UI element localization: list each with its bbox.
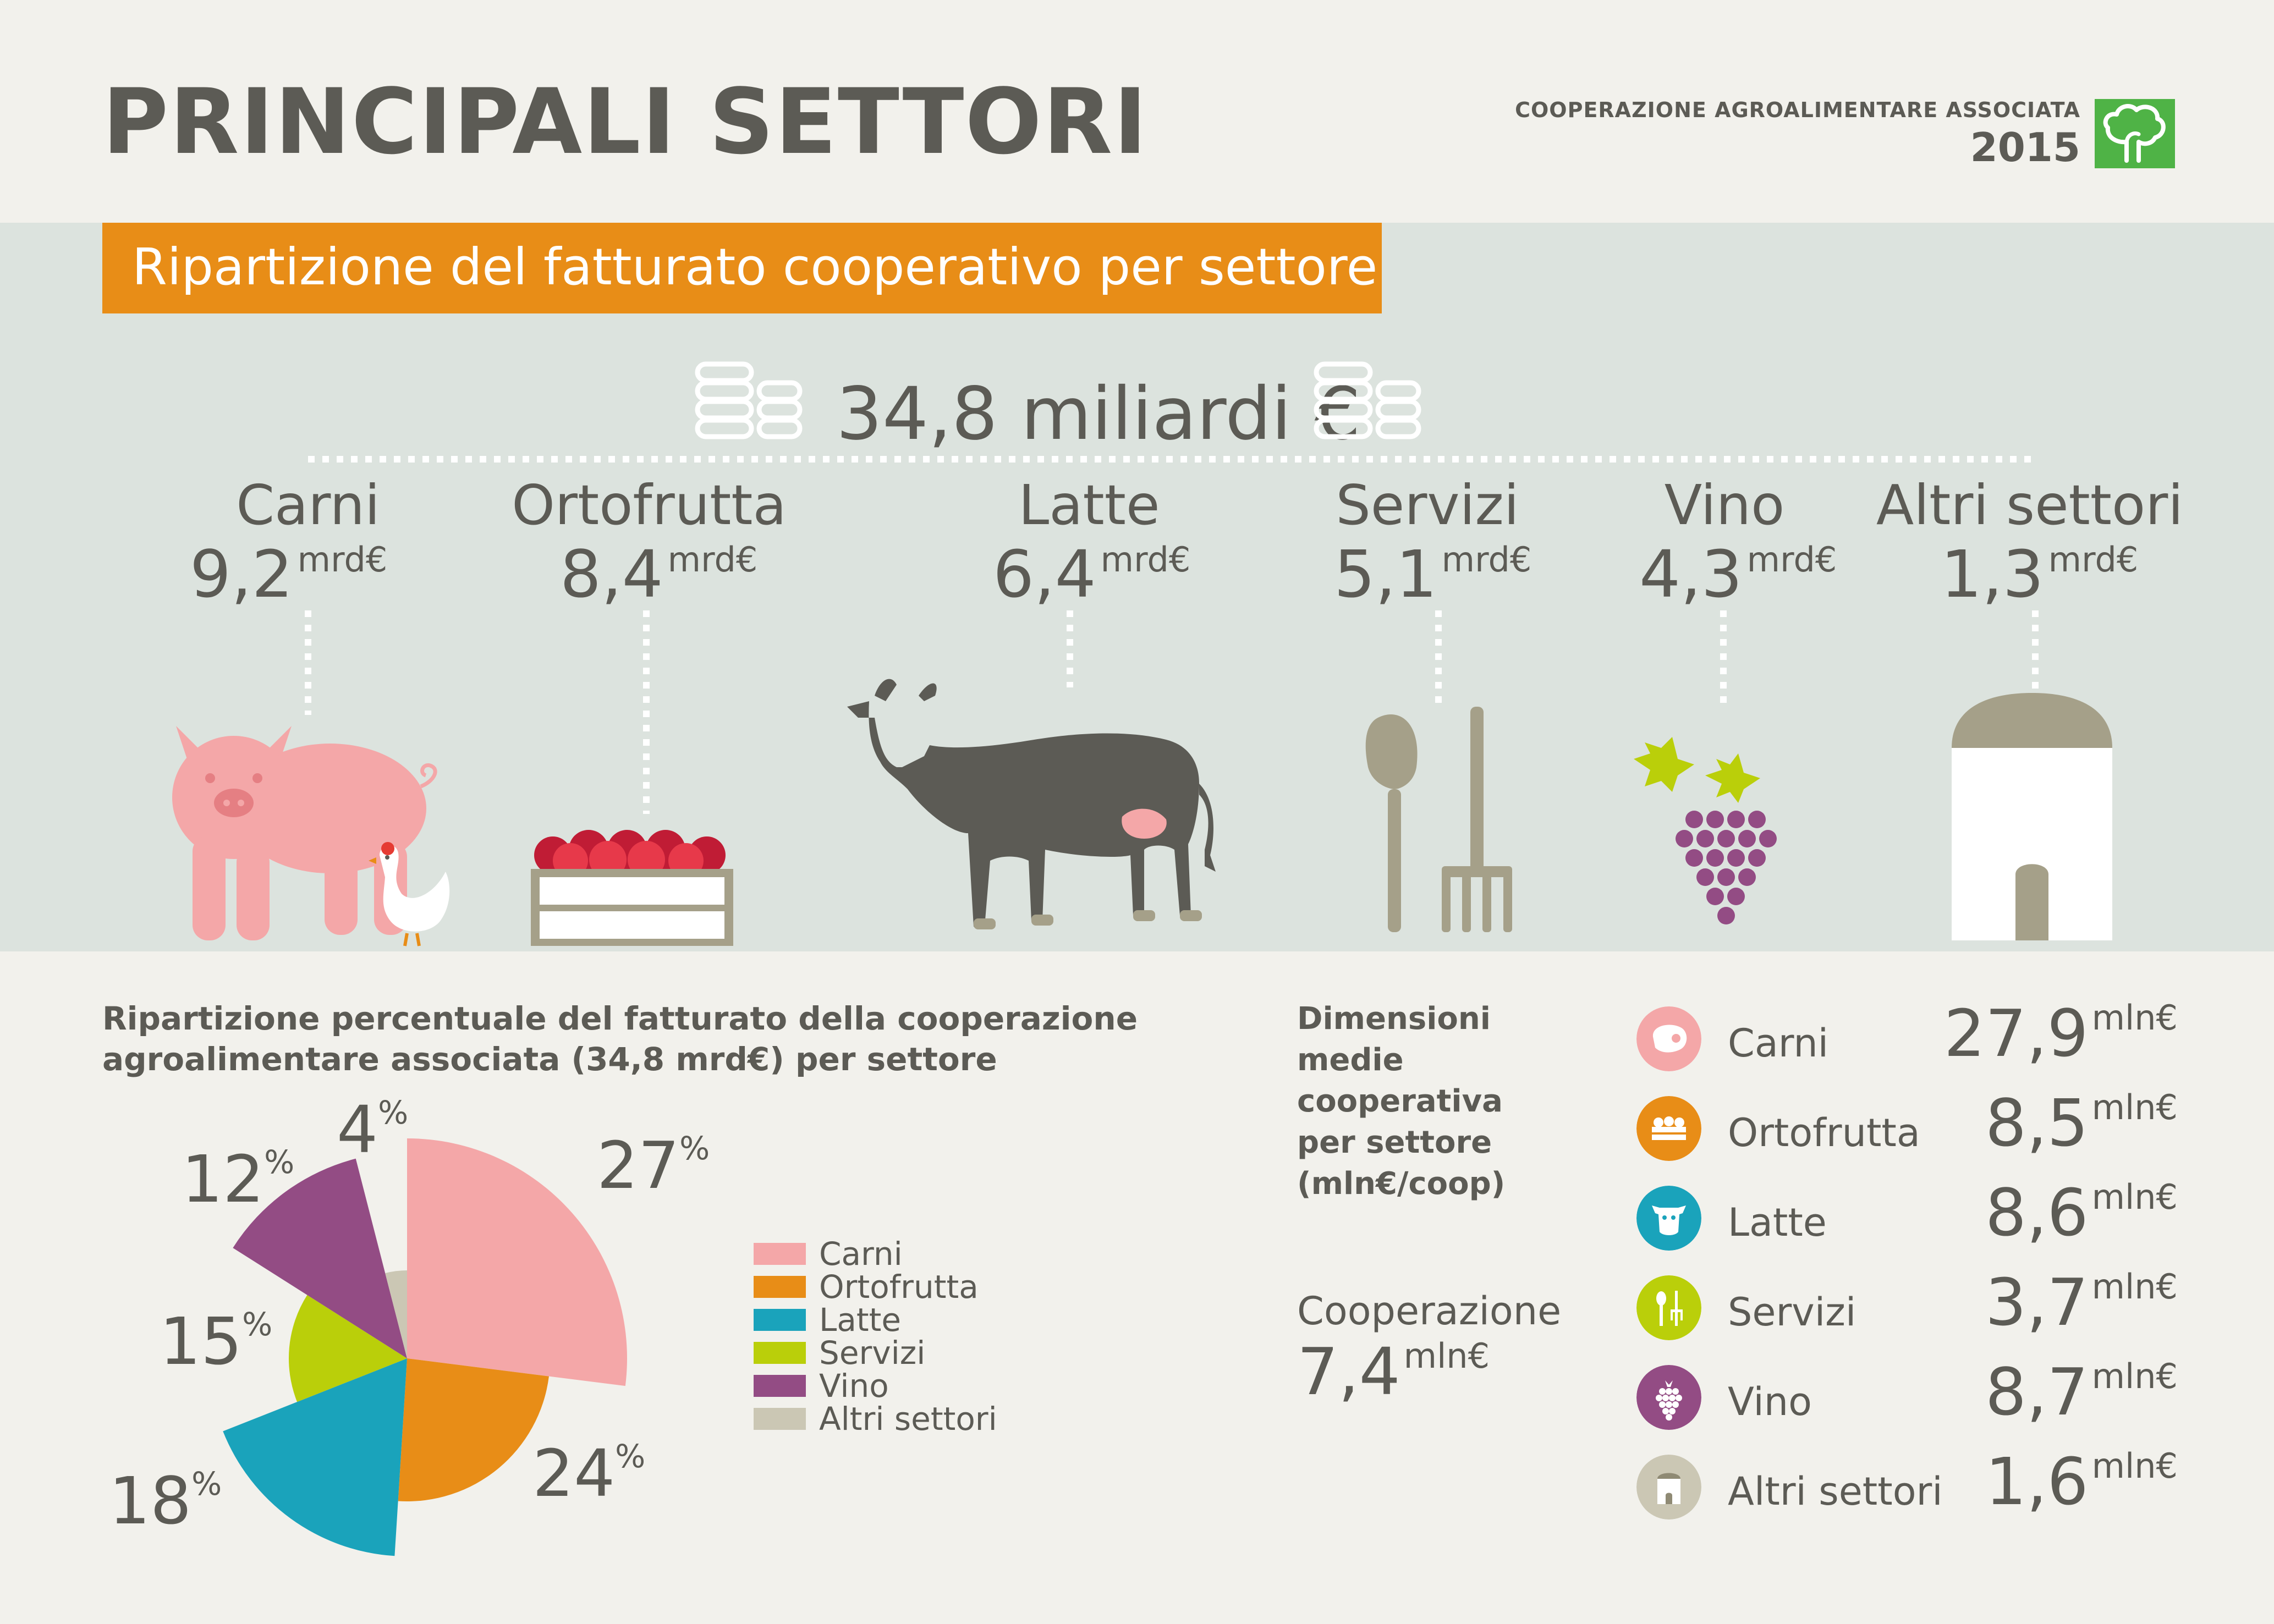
sector-value-servizi: 5,1 mrd€ <box>1334 536 1532 612</box>
sector-value-vino: 4,3 mrd€ <box>1639 536 1837 612</box>
total-revenue: 34,8 miliardi € <box>836 372 1361 456</box>
org-name: COOPERAZIONE AGROALIMENTARE ASSOCIATA <box>1515 98 2080 122</box>
silo-icon <box>1952 693 2112 940</box>
dimension-label: Vino <box>1728 1379 1812 1424</box>
band-title-box <box>102 223 1382 313</box>
dimension-label: Latte <box>1728 1200 1827 1245</box>
band-title: Ripartizione del fatturato cooperativo p… <box>132 238 1378 296</box>
cow-icon <box>1636 1186 1701 1251</box>
dimensions-list: Carni 27,9mln€ Ortofrutta 8,5mln€ Latte … <box>1636 995 2178 1543</box>
dimension-label: Altri settori <box>1728 1469 1943 1514</box>
meat-icon <box>1636 1006 1701 1071</box>
pie-slice-servizi <box>288 1295 407 1402</box>
tools-icon <box>1365 707 1512 932</box>
dimension-value: 8,5mln€ <box>1985 1085 2178 1161</box>
dimension-value: 1,6mln€ <box>1985 1444 2178 1520</box>
dimensions-title-line: (mln€/coop) <box>1297 1166 1506 1202</box>
legend-label: Servizi <box>819 1334 926 1372</box>
sector-name-ortofrutta: Ortofrutta <box>512 473 787 537</box>
legend-label: Latte <box>819 1301 902 1339</box>
dimension-label: Servizi <box>1728 1290 1856 1335</box>
pie-section-title: Ripartizione percentuale del fatturato d… <box>102 998 1138 1080</box>
legend-label: Altri settori <box>819 1400 997 1438</box>
chicken-icon <box>369 842 450 946</box>
legend-item-carni: Carni <box>754 1237 997 1270</box>
crate-icon <box>1636 1096 1701 1161</box>
legend-label: Ortofrutta <box>819 1268 979 1306</box>
pig-icon <box>172 726 437 940</box>
pct-label-vino: 12% <box>182 1141 295 1217</box>
dimensions-title-line: Dimensioni <box>1297 1001 1491 1037</box>
grapes-icon <box>1634 737 1777 924</box>
legend-label: Carni <box>819 1235 903 1273</box>
tools-icon <box>1636 1275 1701 1340</box>
dimension-row-carni: Carni 27,9mln€ <box>1636 995 2178 1094</box>
dimension-value: 8,6mln€ <box>1985 1175 2178 1251</box>
dimensions-title-line: cooperativa <box>1297 1083 1503 1120</box>
sector-name-servizi: Servizi <box>1336 473 1519 537</box>
legend-item-latte: Latte <box>754 1303 997 1336</box>
dimensions-title-line: medie <box>1297 1042 1404 1078</box>
coop-average-value: 7,4mln€ <box>1297 1334 1490 1410</box>
pie-slice-carni <box>407 1138 627 1386</box>
pie-legend: Carni Ortofrutta Latte Servizi Vino Altr… <box>754 1237 997 1435</box>
pct-label-ortofrutta: 24% <box>532 1435 646 1511</box>
sector-value-carni: 9,2 mrd€ <box>190 536 388 612</box>
dimension-row-ortofrutta: Ortofrutta 8,5mln€ <box>1636 1085 2178 1184</box>
pie-slice-ortofrutta <box>398 1358 549 1502</box>
dimension-row-servizi: Servizi 3,7mln€ <box>1636 1264 2178 1363</box>
legend-item-ortofrutta: Ortofrutta <box>754 1270 997 1303</box>
fruit-crate-icon <box>531 830 733 946</box>
dimension-value: 8,7mln€ <box>1985 1354 2178 1430</box>
legend-swatch <box>754 1276 806 1298</box>
sector-name-carni: Carni <box>236 473 380 537</box>
org-year: 2015 <box>1970 124 2080 170</box>
dimensions-title: Dimensioni medie cooperativa per settore… <box>1297 998 1550 1204</box>
pct-label-altri-settori: 4% <box>337 1092 409 1168</box>
dimension-row-altri-settori: Altri settori 1,6mln€ <box>1636 1444 2178 1543</box>
legend-item-servizi: Servizi <box>754 1336 997 1369</box>
sector-value-altri-settori: 1,3 mrd€ <box>1941 536 2139 612</box>
dimension-row-vino: Vino 8,7mln€ <box>1636 1354 2178 1453</box>
pct-label-latte: 18% <box>109 1463 222 1539</box>
dimension-value: 3,7mln€ <box>1985 1264 2178 1340</box>
sector-name-altri-settori: Altri settori <box>1876 473 2184 537</box>
sector-name-latte: Latte <box>1018 473 1160 537</box>
legend-swatch <box>754 1408 806 1430</box>
tree-logo-icon <box>2095 99 2175 168</box>
sector-value-latte: 6,4 mrd€ <box>993 536 1191 612</box>
legend-label: Vino <box>819 1367 889 1405</box>
pie-title-line-1: Ripartizione percentuale del fatturato d… <box>102 1000 1138 1037</box>
silo-icon <box>1636 1455 1701 1520</box>
pct-label-servizi: 15% <box>160 1303 273 1379</box>
legend-item-vino: Vino <box>754 1369 997 1402</box>
coins-icon <box>695 361 803 439</box>
sector-value-ortofrutta: 8,4 mrd€ <box>560 536 758 612</box>
cow-icon <box>847 679 1216 929</box>
legend-item-altri-settori: Altri settori <box>754 1402 997 1435</box>
dimensions-title-line: per settore <box>1297 1125 1492 1161</box>
legend-swatch <box>754 1309 806 1331</box>
pct-label-carni: 27% <box>597 1127 710 1203</box>
legend-swatch <box>754 1342 806 1364</box>
pie-slice-vino <box>233 1158 407 1358</box>
coins-icon <box>1314 361 1421 439</box>
pie-slice-altri-settori <box>385 1270 407 1358</box>
page-title: PRINCIPALI SETTORI <box>102 69 1149 174</box>
grapes-icon <box>1636 1365 1701 1430</box>
connector-lines <box>305 456 2039 814</box>
sector-name-vino: Vino <box>1664 473 1785 537</box>
dimension-value: 27,9mln€ <box>1943 995 2178 1071</box>
dimension-row-latte: Latte 8,6mln€ <box>1636 1175 2178 1274</box>
dimension-label: Carni <box>1728 1021 1829 1066</box>
pie-slice-latte <box>223 1358 407 1556</box>
dimension-label: Ortofrutta <box>1728 1110 1920 1155</box>
legend-swatch <box>754 1375 806 1397</box>
pie-title-line-2: agroalimentare associata (34,8 mrd€) per… <box>102 1041 997 1078</box>
legend-swatch <box>754 1243 806 1265</box>
coop-average-label: Cooperazione <box>1297 1289 1562 1334</box>
